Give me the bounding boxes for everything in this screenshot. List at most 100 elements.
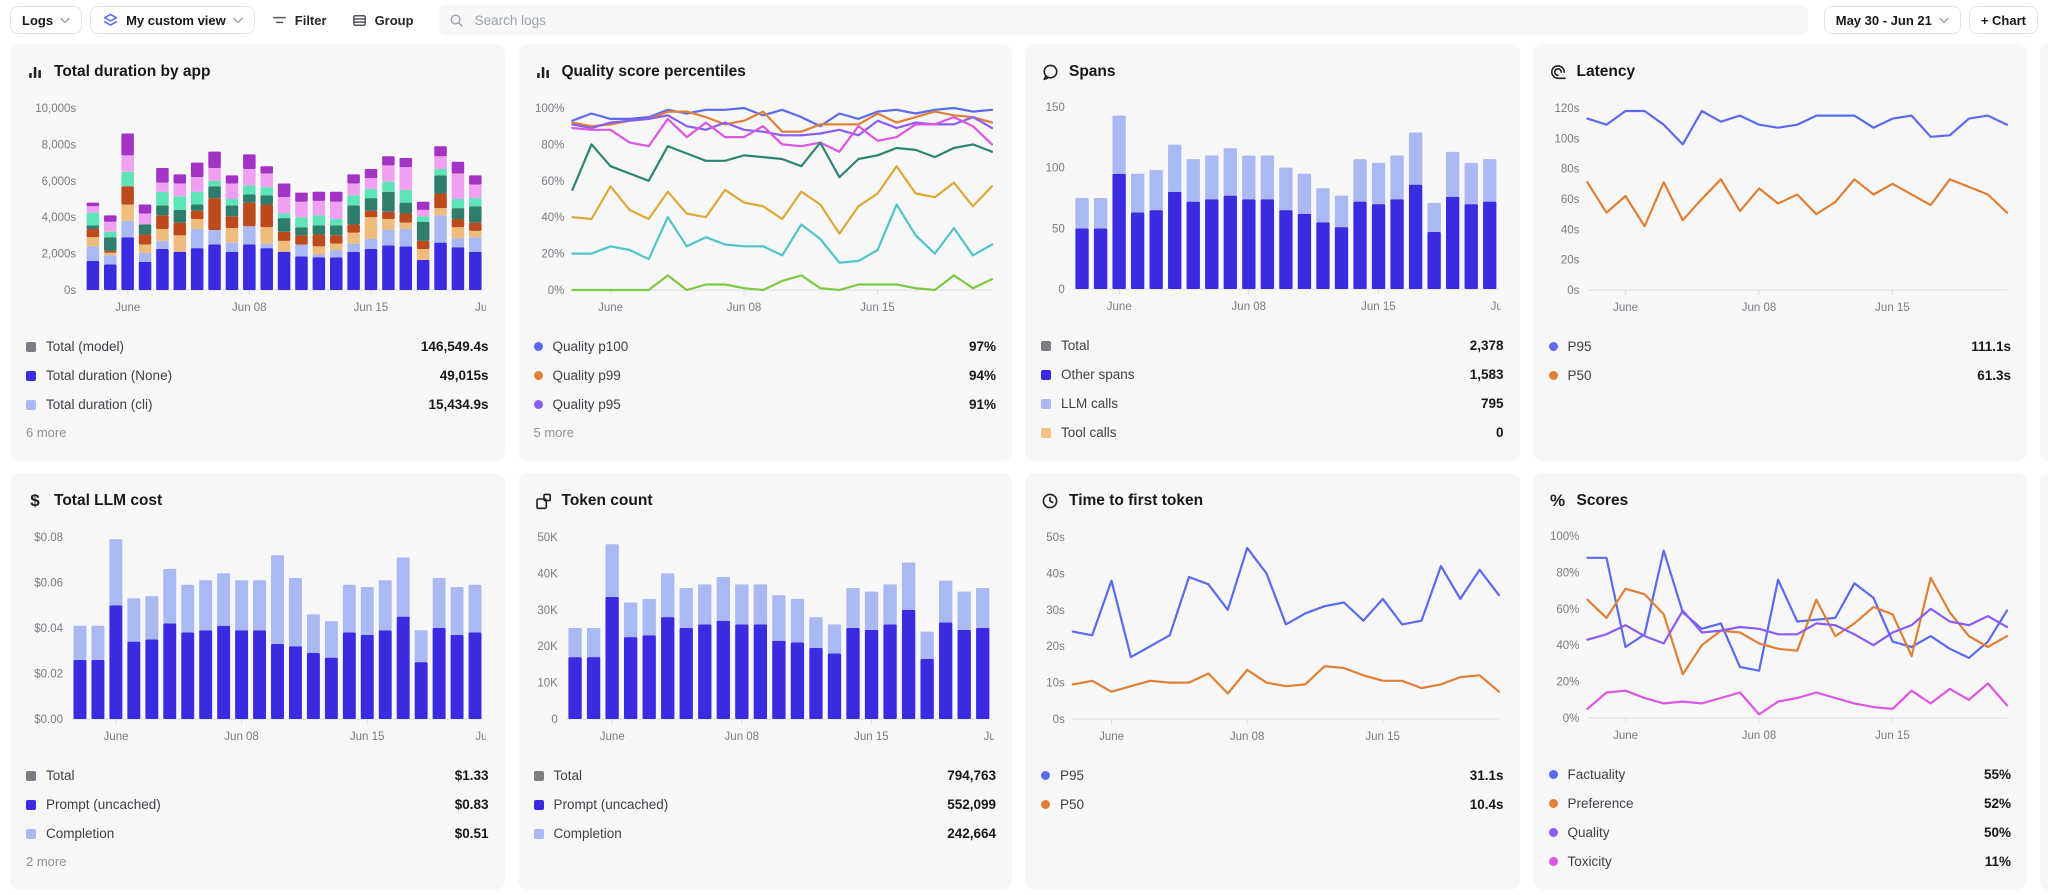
legend-value: 49,015s: [439, 368, 489, 383]
svg-text:June: June: [598, 302, 623, 314]
llm-cost-chart[interactable]: $0.00 $0.02 $0.04 $0.06 $0.08 June Jun 08 Jun 1…: [26, 523, 486, 753]
legend-label: Total (model): [46, 339, 125, 354]
legend-value: 55%: [1983, 767, 2011, 782]
card-header: $ Total LLM cost: [26, 489, 489, 513]
svg-text:Jun 22: Jun 22: [475, 731, 486, 743]
legend-item[interactable]: P95 31.1s: [1041, 761, 1504, 790]
svg-text:Jun 22: Jun 22: [475, 302, 486, 314]
legend-more-link[interactable]: 2 more: [26, 854, 67, 869]
svg-text:Jun 08: Jun 08: [1741, 302, 1776, 314]
legend-item[interactable]: Quality p95 91%: [533, 390, 996, 419]
svg-text:100%: 100%: [534, 103, 563, 115]
svg-text:40s: 40s: [1046, 568, 1065, 580]
legend-label: Completion: [553, 826, 622, 841]
legend-value: 61.3s: [1977, 368, 2011, 383]
filter-button[interactable]: Filter: [263, 6, 335, 34]
svg-text:100%: 100%: [1549, 531, 1578, 543]
custom-view-dropdown[interactable]: My custom view: [90, 6, 255, 34]
custom-view-label: My custom view: [126, 12, 226, 28]
legend-dot-marker: [1548, 770, 1558, 779]
legend-label: Quality p95: [552, 397, 621, 412]
card-spans: Spans 0 50 100 150 June Jun 08 Jun 15 Jun 22 To…: [1025, 44, 1520, 461]
legend: Total $1.33 Prompt (uncached) $0.83 Completi…: [26, 761, 489, 848]
legend-label: Other spans: [1061, 367, 1135, 382]
legend-item[interactable]: Completion $0.51: [26, 819, 489, 848]
svg-text:June: June: [1613, 302, 1638, 314]
svg-text:Jun 08: Jun 08: [232, 302, 267, 314]
legend-item[interactable]: P50 10.4s: [1041, 790, 1504, 819]
add-chart-button[interactable]: + Chart: [1968, 6, 2038, 34]
bar-chart-icon: [536, 67, 549, 78]
legend-dot-marker: [533, 371, 543, 380]
group-button[interactable]: Group: [343, 6, 422, 34]
chevron-down-icon: [233, 17, 243, 24]
svg-text:10s: 10s: [1046, 678, 1065, 690]
percent-icon: %: [1549, 490, 1566, 510]
svg-text:June: June: [1099, 731, 1124, 743]
spans-chart[interactable]: 0 50 100 150 June Jun 08 Jun 15 Jun 22: [1041, 93, 1501, 323]
legend-item[interactable]: Quality p100 97%: [533, 332, 996, 361]
legend-label: Total: [46, 768, 75, 783]
legend-item[interactable]: P95 111.1s: [1548, 332, 2011, 361]
legend-item[interactable]: Factuality 55%: [1548, 760, 2011, 789]
svg-text:40%: 40%: [541, 212, 564, 224]
search-input[interactable]: [472, 11, 1798, 29]
svg-text:120s: 120s: [1554, 103, 1579, 115]
card-title: Scores: [1576, 491, 1629, 509]
legend-item[interactable]: Total duration (cli) 15,434.9s: [26, 390, 489, 419]
legend-item[interactable]: LLM calls 795: [1041, 389, 1504, 418]
svg-text:Jun 08: Jun 08: [1741, 730, 1776, 742]
date-range-dropdown[interactable]: May 30 - Jun 21: [1823, 6, 1961, 34]
legend-more-link[interactable]: 5 more: [533, 425, 574, 440]
legend-item[interactable]: Total 2,378: [1041, 331, 1504, 360]
blocks-icon: [535, 493, 551, 510]
bar-chart-icon: [29, 67, 41, 78]
legend-square-marker: [26, 370, 36, 381]
card-header: Spans: [1041, 60, 1504, 83]
legend-item[interactable]: Quality p99 94%: [533, 361, 996, 390]
legend-value: 11%: [1984, 854, 2011, 869]
legend-item[interactable]: Quality 50%: [1548, 818, 2011, 847]
legend-item[interactable]: Total (model) 146,549.4s: [26, 332, 489, 361]
svg-text:Jun 15: Jun 15: [854, 731, 889, 743]
logs-dropdown[interactable]: Logs: [10, 6, 83, 34]
svg-text:20s: 20s: [1560, 255, 1579, 267]
card-title: Latency: [1576, 63, 1636, 80]
svg-text:20%: 20%: [541, 249, 564, 261]
legend-item[interactable]: Preference 52%: [1548, 789, 2011, 818]
legend-item[interactable]: Completion 242,664: [533, 819, 996, 848]
card-scores: % Scores 0% 20% 40% 60% 80% 100% June Jun 08 Jun…: [1532, 473, 2027, 890]
legend-value: 795: [1480, 396, 1504, 411]
legend-item[interactable]: Other spans 1,583: [1041, 360, 1504, 389]
legend-item[interactable]: Prompt (uncached) 552,099: [533, 790, 996, 819]
legend-item[interactable]: P50 61.3s: [1548, 361, 2011, 390]
legend-item[interactable]: Total $1.33: [26, 761, 489, 790]
legend-item[interactable]: Toxicity 11%: [1548, 847, 2011, 876]
legend-item[interactable]: Tool calls 0: [1041, 418, 1504, 447]
legend-square-marker: [1041, 427, 1051, 438]
token-count-chart[interactable]: 0 10K 20K 30K 40K 50K June Jun 08 Jun 15 Jun 22: [534, 523, 994, 753]
legend-label: P50: [1060, 797, 1085, 812]
svg-text:Jun 08: Jun 08: [1232, 301, 1267, 313]
card-title: Total LLM cost: [54, 492, 163, 509]
svg-text:20%: 20%: [1556, 677, 1579, 689]
svg-text:Jun 22: Jun 22: [983, 731, 993, 743]
legend-item[interactable]: Total 794,763: [533, 761, 996, 790]
card-header: % Scores: [1549, 489, 2012, 512]
legend: P95 111.1s P50 61.3s: [1548, 332, 2011, 390]
legend: P95 31.1s P50 10.4s: [1041, 761, 1504, 819]
legend-more-link[interactable]: 6 more: [26, 425, 67, 440]
svg-text:Jun 08: Jun 08: [724, 731, 759, 743]
legend-dot-marker: [1548, 342, 1558, 351]
toolbar: Logs My custom view Filter Group: [0, 0, 2048, 40]
card-header: Time to first token: [1041, 489, 1504, 513]
legend-dot-marker: [1548, 799, 1558, 808]
legend-item[interactable]: Prompt (uncached) $0.83: [26, 790, 489, 819]
svg-text:Jun 15: Jun 15: [860, 302, 895, 314]
legend-item[interactable]: Total duration (None) 49,015s: [26, 361, 489, 390]
total-duration-chart[interactable]: 0s 2,000s 4,000s 6,000s 8,000s 10,000s June Jun…: [26, 94, 486, 324]
